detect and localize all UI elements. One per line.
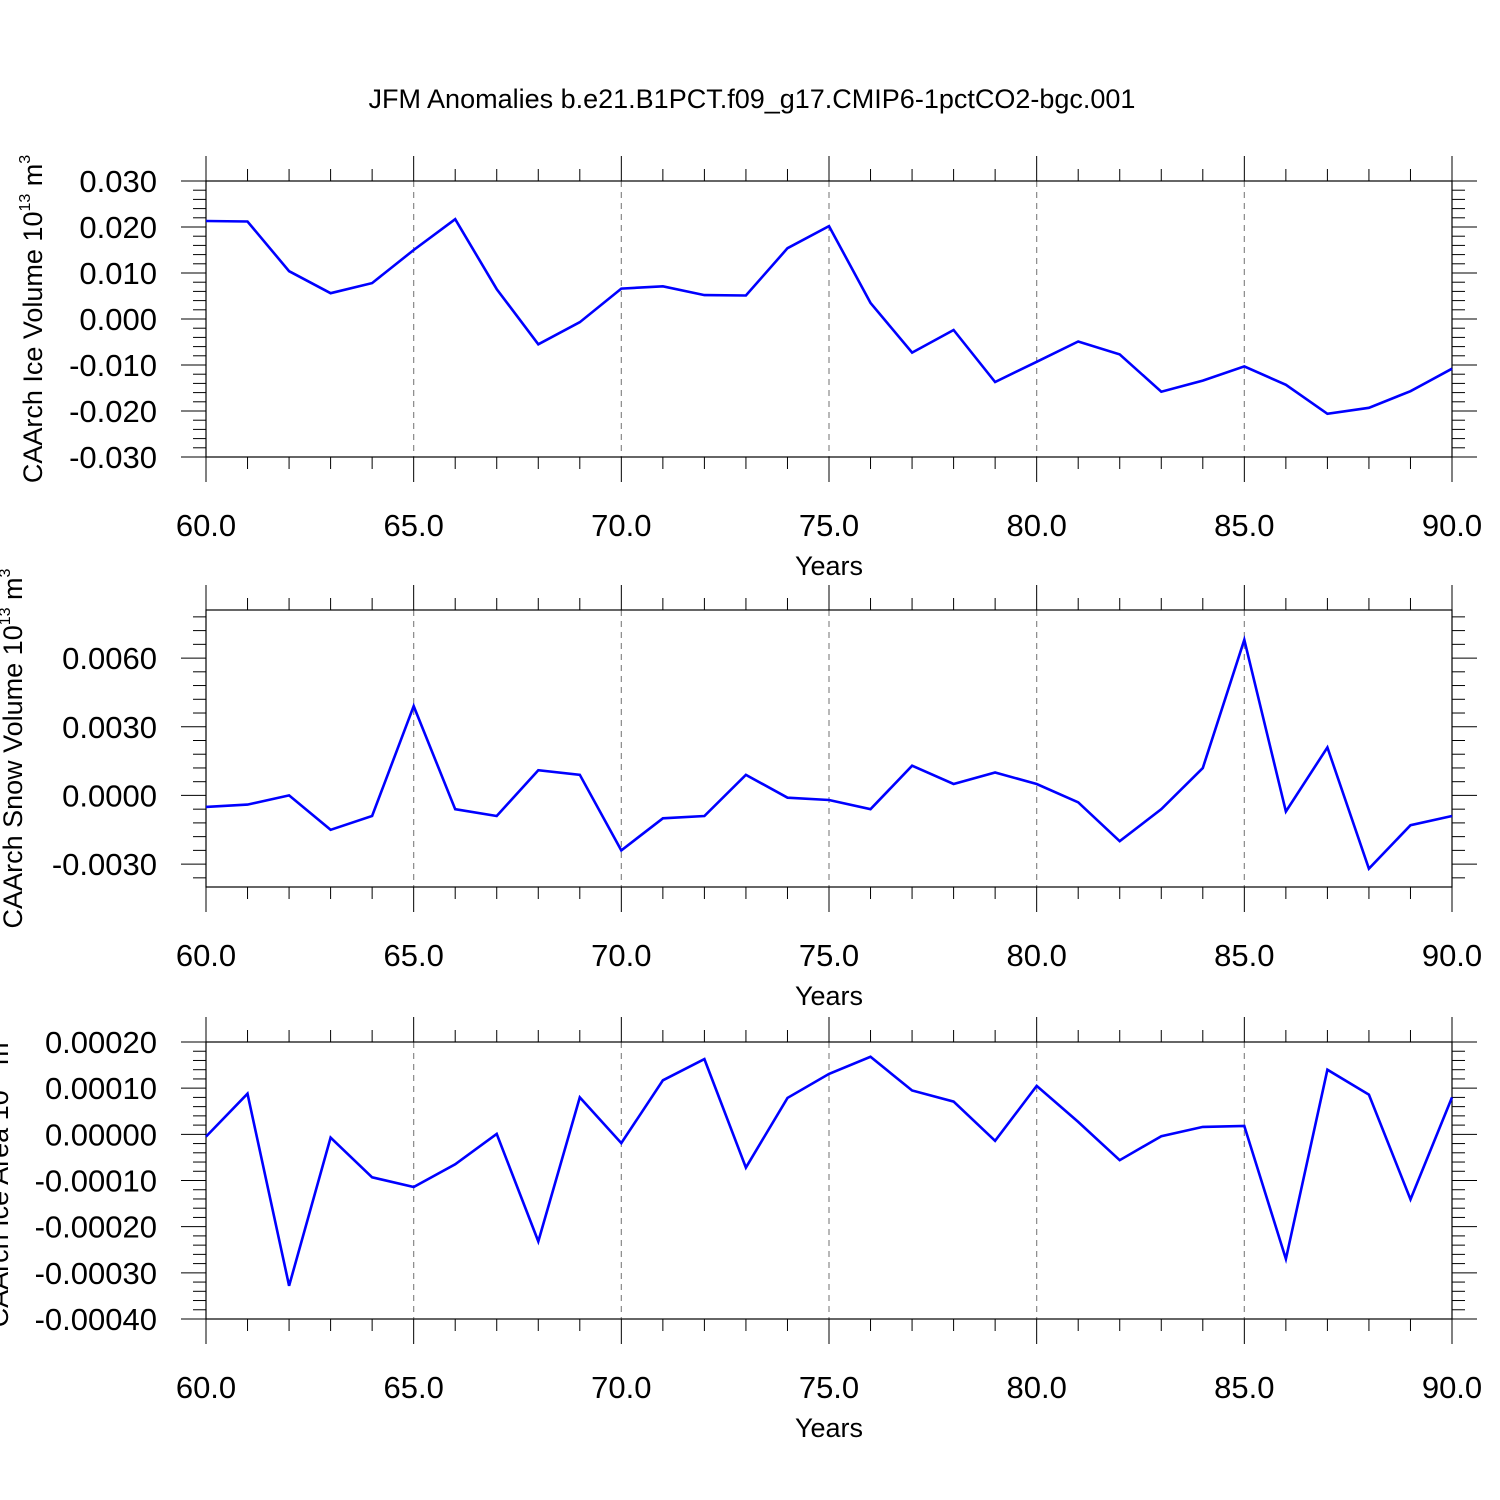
x-tick-label: 65.0 <box>383 1370 443 1405</box>
y-tick-label: 0.010 <box>79 256 157 291</box>
y-tick-label: -0.020 <box>69 394 157 429</box>
y-tick-label: -0.0030 <box>52 847 157 882</box>
y-axis-label: CAArch Ice Volume 1013 m3 <box>17 155 48 483</box>
y-tick-label: -0.030 <box>69 440 157 475</box>
y-tick-label: 0.030 <box>79 164 157 199</box>
y-tick-label: 0.00020 <box>45 1025 157 1060</box>
x-axis-label: Years <box>795 551 863 581</box>
x-tick-label: 85.0 <box>1214 508 1274 543</box>
panels: 60.0 65.0 70.0 75.0 80.0 85.0 90.0 0.030 0.020 0.… <box>0 155 1482 1443</box>
x-tick-label: 85.0 <box>1214 938 1274 973</box>
x-tick-label: 90.0 <box>1422 938 1482 973</box>
y-tick-label: -0.00020 <box>35 1210 157 1245</box>
y-axis-label: CAArch Snow Volume 1013 m3 <box>0 568 28 928</box>
y-tick-label: -0.010 <box>69 348 157 383</box>
x-tick-label: 60.0 <box>176 938 236 973</box>
x-tick-label: 65.0 <box>383 508 443 543</box>
x-tick-label: 85.0 <box>1214 1370 1274 1405</box>
x-axis-label: Years <box>795 1413 863 1443</box>
x-tick-label: 70.0 <box>591 1370 651 1405</box>
x-tick-label: 90.0 <box>1422 1370 1482 1405</box>
series-line <box>205 635 1453 872</box>
chart-title: JFM Anomalies b.e21.B1PCT.f09_g17.CMIP6-… <box>369 84 1136 114</box>
x-tick-label: 60.0 <box>176 1370 236 1405</box>
y-tick-label: 0.00000 <box>45 1117 157 1152</box>
x-tick-label: 65.0 <box>383 938 443 973</box>
x-tick-label: 75.0 <box>799 508 859 543</box>
y-tick-label: 0.020 <box>79 210 157 245</box>
x-tick-label: 70.0 <box>591 938 651 973</box>
y-tick-label: 0.0060 <box>62 641 157 676</box>
y-tick-label: -0.00040 <box>35 1302 157 1337</box>
y-axis-label: CAArch Ice Area 1013 m2 <box>0 1033 14 1327</box>
y-tick-label: -0.00010 <box>35 1164 157 1199</box>
x-tick-label: 90.0 <box>1422 508 1482 543</box>
y-tick-label: 0.0030 <box>62 710 157 745</box>
x-tick-label: 80.0 <box>1006 938 1066 973</box>
series-line <box>205 217 1453 416</box>
panel-1: 60.0 65.0 70.0 75.0 80.0 85.0 90.0 0.030 0.020 0.… <box>17 155 1482 581</box>
panel-2: 60.0 65.0 70.0 75.0 80.0 85.0 90.0 0.0060 0.0030… <box>0 568 1482 1011</box>
y-tick-label: 0.0000 <box>62 778 157 813</box>
x-axis-label: Years <box>795 981 863 1011</box>
panel-3: 60.0 65.0 70.0 75.0 80.0 85.0 90.0 0.00020 0.000… <box>0 1017 1482 1443</box>
series-line <box>205 1055 1454 1287</box>
y-tick-label: -0.00030 <box>35 1256 157 1291</box>
x-tick-label: 75.0 <box>799 1370 859 1405</box>
x-tick-label: 70.0 <box>591 508 651 543</box>
y-tick-label: 0.00010 <box>45 1071 157 1106</box>
x-tick-label: 75.0 <box>799 938 859 973</box>
y-tick-label: 0.000 <box>79 302 157 337</box>
x-tick-label: 80.0 <box>1006 1370 1066 1405</box>
x-tick-label: 60.0 <box>176 508 236 543</box>
x-tick-label: 80.0 <box>1006 508 1066 543</box>
